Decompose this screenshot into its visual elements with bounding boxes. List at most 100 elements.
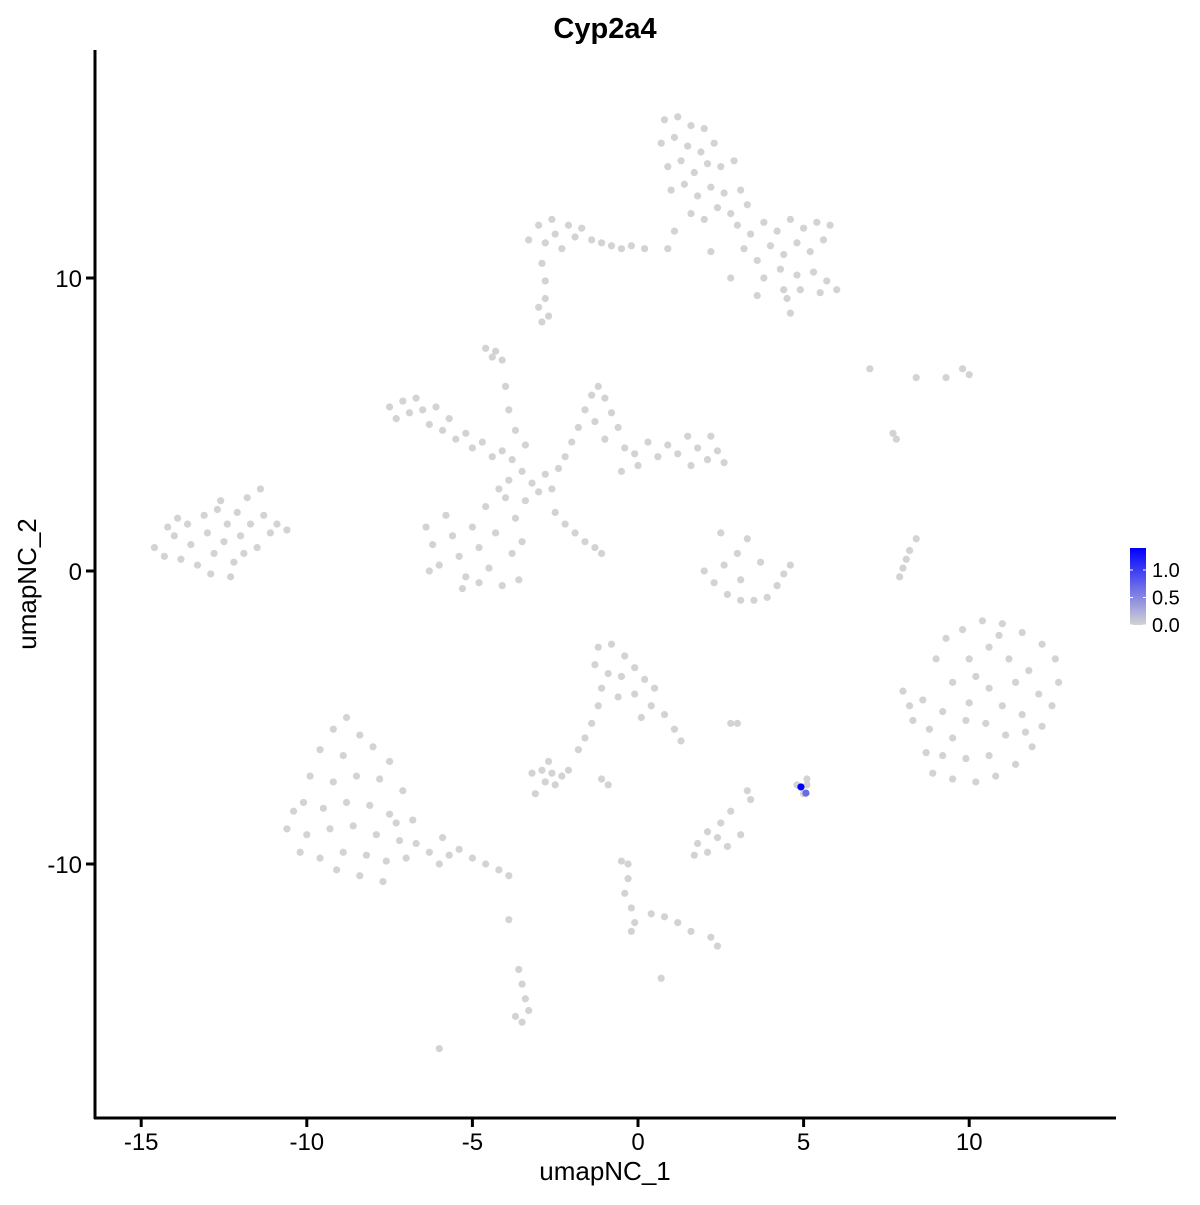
cell-point [743,535,751,543]
cell-point [531,790,539,798]
cell-point [637,713,645,722]
cell-point [760,218,768,226]
cell-point [796,286,804,294]
cell-point [617,857,626,865]
cell-point [376,775,384,783]
cell-point [578,224,586,232]
cell-point [1048,702,1056,710]
cell-point [193,561,202,569]
cell-point [283,526,291,534]
cell-point [627,927,635,935]
cell-point [631,450,639,458]
cell-point [806,248,814,256]
cell-point [174,514,182,522]
cell-point [581,734,589,742]
cell-point [982,719,990,727]
cell-point [230,558,238,566]
cell-point [694,839,702,848]
cell-point [703,456,712,464]
cell-point [733,719,741,727]
cell-point [203,529,212,537]
cell-point [720,189,728,197]
cell-point [482,860,490,868]
cell-point [505,872,513,880]
cell-point [703,828,712,836]
cell-point [588,719,596,727]
cell-point [581,538,589,546]
cell-point [558,772,566,780]
cell-point [889,429,897,437]
cell-point [763,593,771,601]
cell-point [356,731,364,739]
cell-point [939,751,947,760]
cell-point [462,573,470,581]
cell-point [266,529,274,537]
cell-point [621,652,629,660]
cell-point [747,230,755,238]
cell-point [902,555,910,563]
cell-point [760,274,768,282]
cell-point [498,356,506,364]
cell-point [697,148,705,156]
cell-point [551,230,559,238]
cell-point [786,215,794,223]
cell-point [1038,640,1046,648]
cell-point [694,192,702,200]
cell-point [816,289,824,297]
cell-point [942,634,950,642]
cell-point [786,309,794,317]
cell-point [720,561,728,569]
cell-point [432,403,440,411]
x-tick-label: 0 [631,1129,644,1156]
cell-point [992,772,1000,780]
cell-point [329,725,337,733]
cell-point [1002,731,1010,739]
cell-point [823,277,831,285]
cell-point [548,769,556,777]
cell-point [710,139,718,147]
cell-point [283,825,291,833]
cell-point [1055,678,1063,686]
cell-point [641,675,649,684]
cell-point [326,825,334,833]
y-ticks: -10 0 10 [47,266,94,879]
cell-point [727,719,735,727]
cell-point [727,209,735,218]
cell-point [674,919,682,927]
cell-point [554,464,563,473]
cell-point [445,415,453,423]
cell-point [985,684,993,692]
cell-point [929,769,937,777]
cell-point [601,394,609,402]
cell-point [998,620,1006,628]
cell-point [164,523,172,531]
cell-point [564,221,573,229]
legend-tick-label: 0.5 [1152,588,1180,610]
points-layer [150,113,1063,1053]
cell-point [349,822,357,830]
cell-point [809,268,818,276]
cell-point [568,438,576,446]
cell-point [1025,667,1033,675]
cell-point [505,476,513,484]
cell-point [703,848,712,856]
cell-point [207,570,215,578]
cell-point [170,532,178,540]
cell-point [518,538,526,546]
cell-point [399,787,407,795]
legend-tick-label: 0.0 [1152,615,1180,637]
cell-point [409,816,417,824]
cell-point [412,839,420,848]
cell-point [717,163,725,171]
cell-point [525,236,533,244]
cell-point [488,353,496,361]
cell-point [766,242,775,250]
cell-point [674,113,682,121]
cell-point [303,831,311,839]
color-legend-bar [1130,548,1146,625]
cell-point [356,872,364,880]
cell-point [518,1018,526,1026]
cell-point [256,485,265,493]
